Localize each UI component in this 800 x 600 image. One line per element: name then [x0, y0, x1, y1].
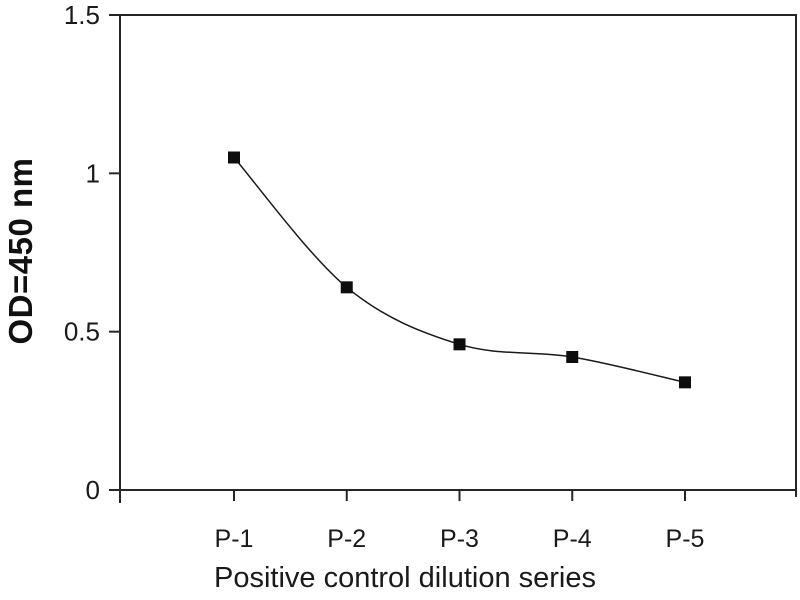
x-axis-title: Positive control dilution series [213, 562, 596, 594]
x-tick-label: P-1 [215, 525, 254, 553]
y-tick-label: 1 [86, 158, 100, 188]
data-point-P-4 [566, 351, 579, 363]
x-tick-label: P-5 [666, 525, 705, 553]
y-axis-title: OD=450 nm [2, 157, 39, 345]
data-point-P-2 [340, 281, 353, 294]
series-line [233, 157, 686, 384]
y-tick-label: 1.5 [64, 0, 100, 30]
x-tick-label: P-3 [440, 525, 479, 553]
x-tick-label: P-4 [553, 525, 592, 553]
x-tick-label: P-2 [327, 525, 366, 553]
data-point-P-5 [679, 376, 691, 389]
data-point-P-3 [453, 338, 466, 351]
y-tick-label: 0 [86, 475, 100, 505]
plot-frame [119, 14, 797, 491]
y-tick-label: 0.5 [64, 317, 100, 347]
data-point-P-1 [228, 151, 240, 164]
